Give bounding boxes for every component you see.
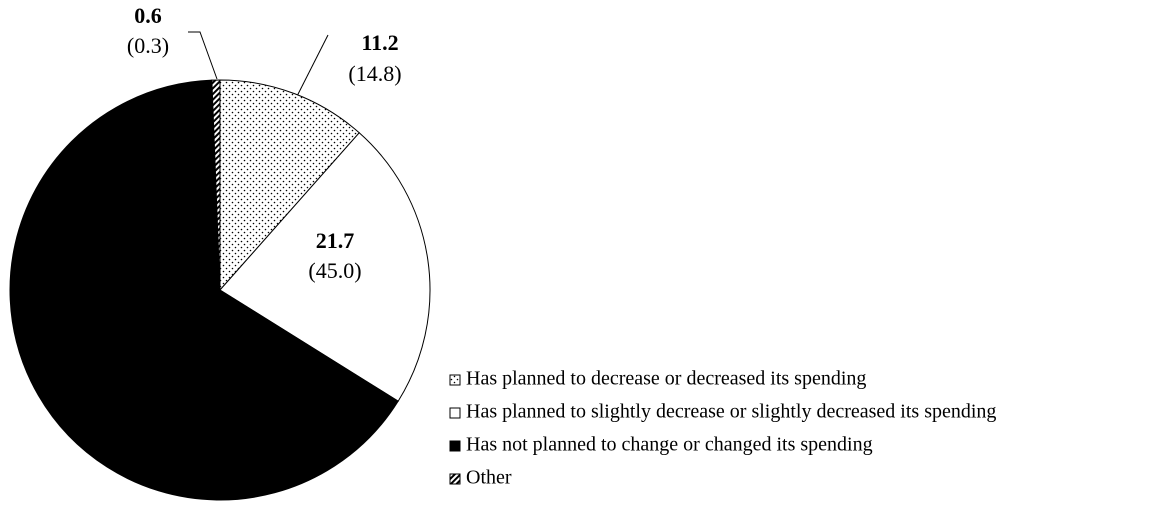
value-label: 0.6	[134, 3, 162, 28]
legend-label: Other	[466, 467, 512, 489]
pie-slice	[219, 79, 360, 292]
secondary-label: (0.3)	[127, 33, 169, 58]
legend-label: Has planned to decrease or decreased its…	[466, 368, 866, 390]
value-label: 21.7	[316, 228, 355, 253]
pie-slice	[219, 132, 431, 402]
legend-swatch	[449, 473, 461, 485]
pie-slice	[9, 79, 399, 501]
legend-label: Has planned to slightly decrease or slig…	[466, 401, 996, 423]
legend-swatch	[449, 407, 461, 419]
legend-label: Has not planned to change or changed its…	[466, 434, 873, 456]
legend-swatch	[449, 374, 461, 386]
value-label: 63.6	[123, 296, 162, 321]
secondary-label: (39.6)	[115, 327, 168, 352]
value-label: 11.2	[361, 30, 398, 55]
pie-slice	[211, 79, 221, 291]
leader-line	[188, 31, 218, 80]
secondary-label: (14.8)	[348, 61, 401, 86]
legend-swatch	[449, 440, 461, 452]
secondary-label: (45.0)	[308, 258, 361, 283]
